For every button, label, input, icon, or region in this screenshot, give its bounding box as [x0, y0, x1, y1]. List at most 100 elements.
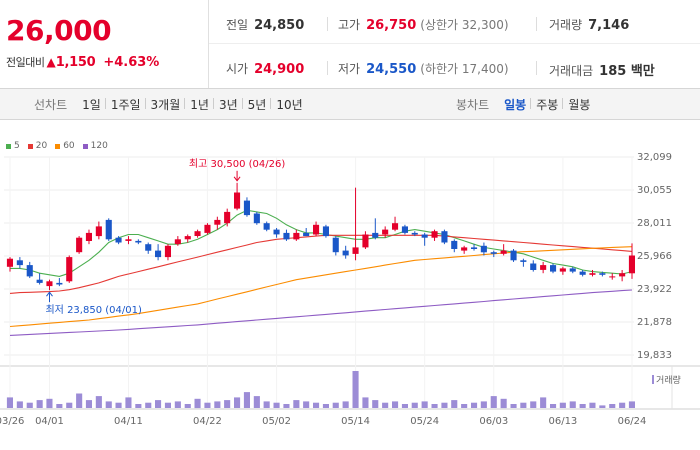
candle-body — [164, 245, 171, 258]
candle-body — [224, 211, 231, 224]
ma-line-20 — [9, 234, 633, 294]
tab-daily[interactable]: 일봉 — [504, 97, 527, 112]
divider — [327, 17, 328, 31]
x-tick-label: 05/14 — [341, 416, 370, 427]
up-triangle-icon: ▲ — [46, 55, 56, 69]
candle-body — [204, 224, 211, 233]
legend-swatch — [82, 143, 88, 149]
volume-bar — [619, 402, 626, 408]
candle-body — [273, 229, 280, 235]
volume-bar — [342, 401, 349, 408]
candle-body — [342, 250, 349, 256]
volume-bar — [569, 401, 576, 408]
volume-bar — [184, 404, 191, 408]
tab-weekly[interactable]: 주봉 — [530, 96, 563, 113]
candle-body — [322, 226, 329, 237]
volume-bar — [214, 401, 221, 408]
candle-body — [313, 224, 320, 235]
volume-bar — [135, 404, 142, 408]
lower-limit-label: 하한가 — [424, 62, 459, 76]
candle-body — [56, 282, 63, 285]
candle-body — [490, 252, 497, 254]
x-tick-label: 04/11 — [114, 416, 143, 427]
volume-bar — [510, 404, 517, 408]
tab-1w[interactable]: 1주일 — [104, 96, 146, 113]
candle-body — [609, 276, 616, 278]
candle-body — [451, 240, 458, 249]
candle-body — [480, 245, 487, 253]
tab-3m[interactable]: 3개월 — [144, 96, 186, 113]
volume-bar — [115, 402, 122, 408]
volume-bar — [56, 404, 63, 408]
volume-bar — [411, 402, 418, 408]
x-tick-label: 04/01 — [35, 416, 64, 427]
tab-3y[interactable]: 3년 — [212, 96, 243, 113]
candle-body — [26, 265, 33, 277]
upper-limit-label: 상한가 — [424, 18, 459, 32]
volume-bar — [500, 398, 507, 409]
volume-bar — [599, 405, 606, 408]
volume-bar — [46, 398, 53, 409]
y-tick-label: 32,099 — [637, 152, 672, 163]
volume-bar — [392, 401, 399, 408]
volume-bar — [16, 401, 23, 408]
legend-ma60: 60 — [55, 141, 75, 151]
x-tick-label: 06/24 — [618, 416, 647, 427]
tab-1d[interactable]: 1일 — [82, 97, 101, 112]
candle-body — [461, 247, 468, 251]
candle-body — [46, 281, 53, 287]
trade-value-stat: 거래대금 185 백만 — [549, 60, 655, 79]
legend-swatch — [55, 143, 61, 149]
volume-bar — [283, 404, 290, 408]
line-chart-label: 선차트 — [34, 97, 68, 112]
tab-5y[interactable]: 5년 — [241, 96, 272, 113]
volume-bar — [589, 402, 596, 408]
volume-bar — [401, 404, 408, 408]
candle-body — [115, 237, 122, 243]
candle-body — [66, 257, 73, 282]
tab-1y[interactable]: 1년 — [184, 96, 214, 113]
candle-body — [95, 226, 102, 237]
y-tick-label: 25,966 — [637, 251, 672, 262]
candle-body — [263, 223, 270, 230]
divider — [536, 61, 537, 75]
volume-bar — [451, 400, 458, 408]
volume-bar — [628, 401, 635, 408]
candle-body — [243, 200, 250, 216]
volume-bar — [85, 400, 92, 408]
candle-body — [105, 219, 112, 240]
volume-bar — [36, 400, 43, 408]
volume-swatch — [652, 375, 654, 384]
high-value: 26,750 — [366, 18, 417, 33]
open-value: 24,900 — [254, 62, 305, 77]
ma-line-5 — [10, 209, 633, 277]
tab-10y[interactable]: 10년 — [270, 96, 307, 113]
candle-body — [145, 244, 152, 251]
candle-body — [155, 250, 162, 258]
x-tick-label: 04/22 — [193, 416, 222, 427]
volume-stat: 거래량 7,146 — [549, 16, 629, 33]
tab-monthly[interactable]: 월봉 — [562, 96, 595, 113]
volume-bar — [579, 404, 586, 408]
x-tick-label: 05/24 — [410, 416, 439, 427]
legend-ma5: 5 — [6, 141, 20, 151]
volume-bar — [540, 397, 547, 408]
volume-bar — [421, 401, 428, 408]
candle-body — [332, 237, 339, 253]
volume-bar — [609, 404, 616, 408]
trade-value-label: 거래대금 — [549, 64, 594, 78]
candle-body — [392, 223, 399, 230]
min-arrow-head — [46, 291, 53, 297]
volume-bar — [441, 402, 448, 408]
divider — [327, 61, 328, 75]
ma-legend: 5 20 60 120 — [6, 141, 116, 151]
volume-bar — [155, 400, 162, 408]
chart-tabs-bar: 선차트 1일 1주일 3개월 1년 3년 5년 10년 봉차트 일봉 주봉 월봉 — [0, 89, 700, 120]
candle-chart-tabs: 봉차트 일봉 주봉 월봉 — [456, 89, 595, 119]
current-price: 26,000 — [6, 14, 112, 47]
candle-chart-label: 봉차트 — [456, 97, 490, 112]
candle-body — [421, 234, 428, 238]
candle-body — [234, 192, 241, 209]
volume-bar — [382, 402, 389, 408]
y-tick-label: 19,833 — [637, 350, 672, 361]
